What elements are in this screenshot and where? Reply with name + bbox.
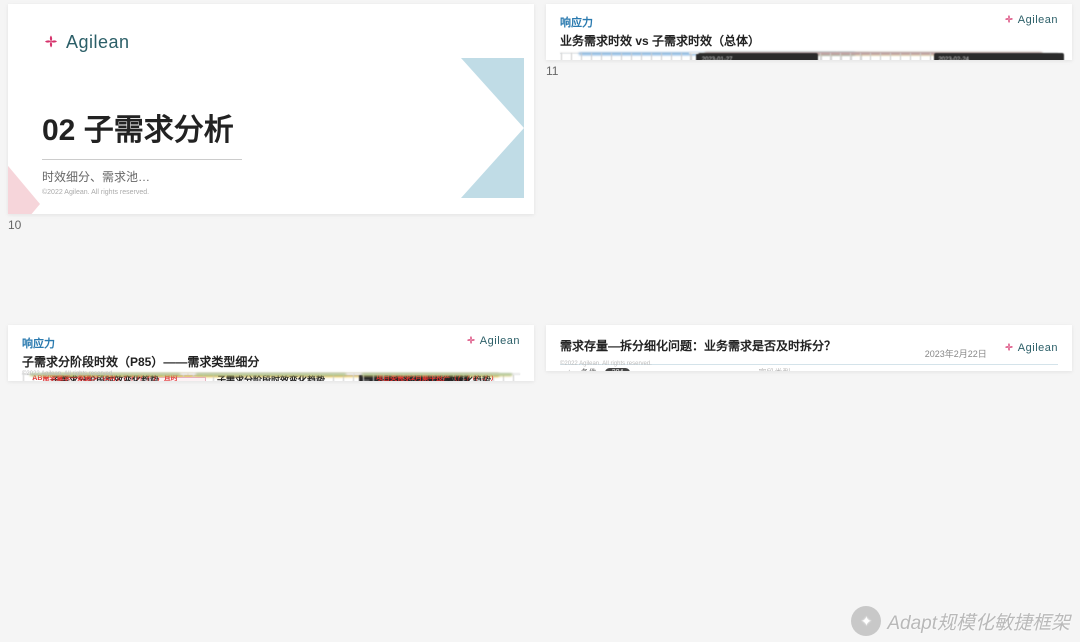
- header-title: 子需求分阶段时效（P85）——需求类型细分: [22, 353, 259, 370]
- slide-header: 响应力 业务需求时效 vs 子需求时效（总体） Agilean: [546, 4, 1072, 53]
- logo-pinwheel-icon: [1003, 342, 1015, 354]
- slide-title: 02 子需求分析: [42, 105, 500, 149]
- header-tag: 响应力: [560, 14, 760, 30]
- filter-count-pill: 204: [605, 368, 631, 371]
- logo-pinwheel-icon: [1003, 14, 1015, 26]
- logo-text: Agilean: [66, 32, 130, 53]
- slide-header: 响应力 子需求分阶段时效（P85）——需求类型细分 Agilean: [8, 325, 534, 374]
- brand-logo-small: Agilean: [465, 335, 520, 347]
- logo-pinwheel-icon: [465, 335, 477, 347]
- chart-tooltip-1: 2023-01-27 全局时效：82-(1.1天)需求提审时效：(1.1天·分析…: [698, 53, 818, 60]
- copyright-small: ©2022 Agilean. All rights reserved.: [560, 361, 652, 367]
- slide-12: 响应力 子需求分阶段时效（P85）——需求类型细分 Agilean: [8, 325, 534, 381]
- panel-mini-chart: [354, 373, 520, 375]
- brand-logo-small: Agilean: [1003, 342, 1058, 354]
- logo-pinwheel-icon: [42, 34, 60, 52]
- slide-number: 10: [8, 218, 534, 232]
- header-title: 业务需求时效 vs 子需求时效（总体）: [560, 32, 760, 49]
- slide-header: 需求存量—拆分细化问题：业务需求是否及时拆分？ 2023年2月22日 Agile…: [546, 325, 1072, 364]
- slide-11: 响应力 业务需求时效 vs 子需求时效（总体） Agilean 2023-02-…: [546, 4, 1072, 60]
- header-title: 需求存量—拆分细化问题：业务需求是否及时拆分？: [560, 337, 836, 354]
- slide-subtitle: 时效细分、需求池…: [42, 159, 242, 185]
- header-date: 2023年2月22日: [925, 347, 987, 360]
- header-tag: 响应力: [22, 335, 259, 351]
- copyright: ©2022 Agilean. All rights reserved.: [42, 189, 149, 196]
- chart-sub-sla: 2023-01-27 全局时效：82-(1.1天)需求提审时效：(1.1天·分析…: [689, 52, 1058, 54]
- slide-13: 需求存量—拆分细化问题：业务需求是否及时拆分？ 2023年2月22日 Agile…: [546, 325, 1072, 371]
- brand-logo: Agilean: [42, 32, 500, 53]
- copyright-small: ©2022 Agilean. All rights reserved.: [22, 371, 114, 377]
- slide-10: Agilean 02 子需求分析 时效细分、需求池… ©2022 Agilean…: [8, 4, 534, 214]
- slide-number: 11: [546, 64, 1072, 78]
- filter-bar: ✦ 条件 204 字段类型: [566, 367, 790, 371]
- chart-tooltip-2: 2023-02-24 全局时效：-(1.1天)需求提审时效：(82·分析设计)研…: [934, 53, 1064, 60]
- brand-logo-small: Agilean: [1003, 14, 1058, 26]
- panel-mini-chart: [188, 373, 354, 375]
